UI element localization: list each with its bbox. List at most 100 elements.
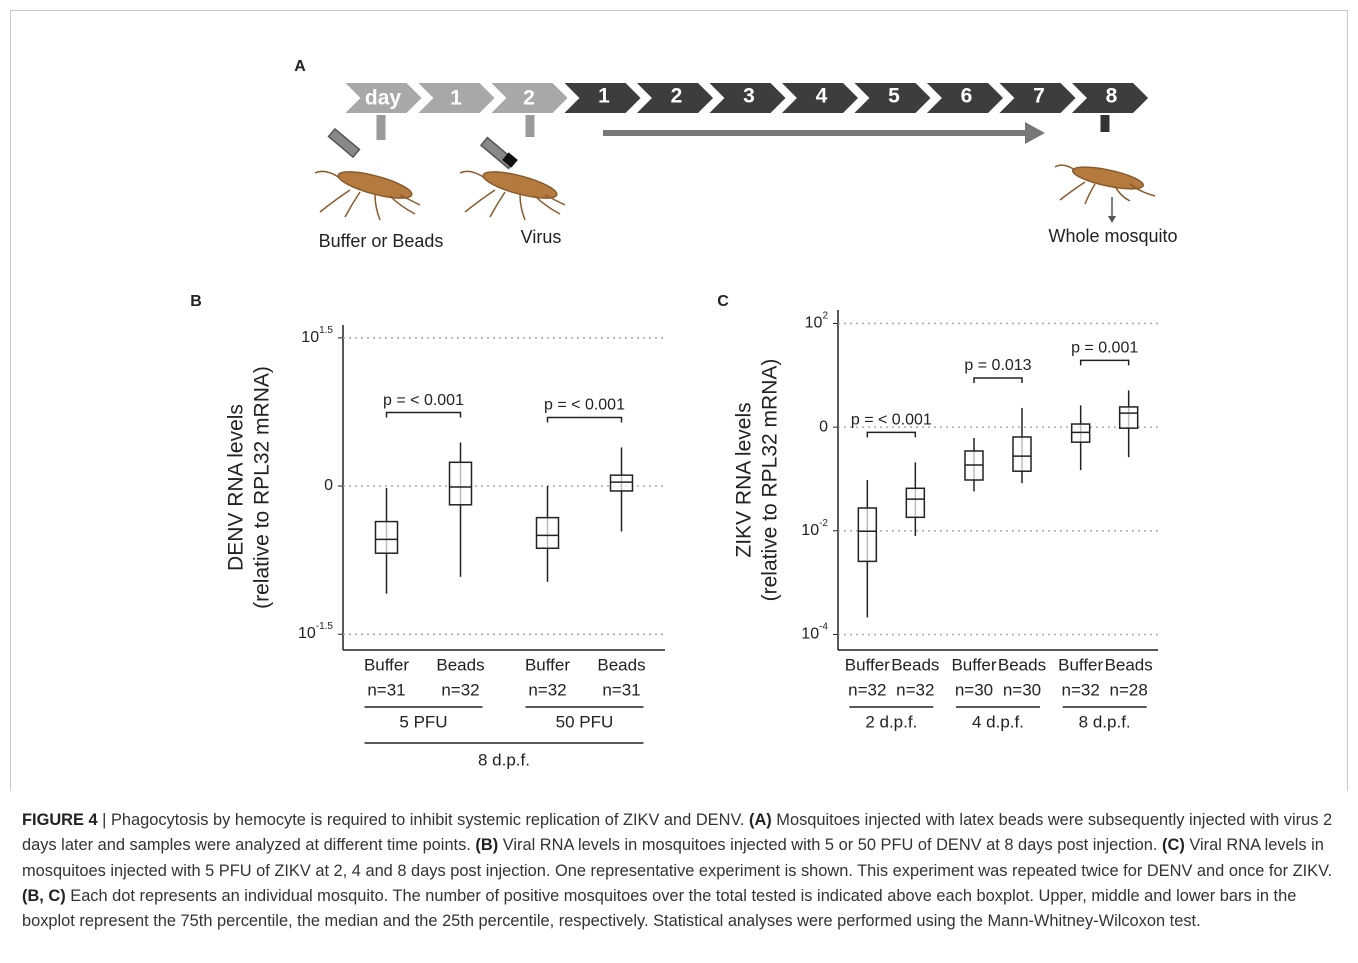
y-tick-base: 10: [801, 626, 819, 643]
timeline-step: [559, 81, 644, 115]
caption-text: Each dot represents an individual mosqui…: [22, 886, 1297, 931]
n-label: n=32: [848, 680, 886, 699]
y-axis-title: DENV RNA levels: [225, 404, 248, 571]
y-tick-exponent: 1.5: [319, 324, 333, 335]
p-value: p = < 0.001: [383, 392, 464, 409]
box: [1118, 406, 1139, 429]
supergroup-label: 8 d.p.f.: [478, 750, 530, 769]
annotation: Whole mosquito: [1048, 226, 1177, 246]
n-label: n=32: [528, 680, 566, 699]
timeline-label: 2: [671, 85, 683, 108]
box: [905, 487, 926, 519]
group-label: 4 d.p.f.: [972, 712, 1024, 731]
timeline-label: 4: [816, 85, 828, 108]
caption-text: Viral RNA levels in mosquitoes injected …: [498, 836, 1163, 855]
y-tick-exponent: -4: [819, 621, 828, 632]
x-tick-label: Beads: [597, 655, 645, 674]
n-label: n=32: [441, 680, 479, 699]
y-tick-exponent: -2: [819, 517, 828, 528]
x-tick-label: Beads: [891, 655, 939, 674]
y-tick-exponent: -1.5: [316, 621, 334, 632]
x-tick-label: Buffer: [525, 655, 570, 674]
box: [535, 516, 560, 550]
box: [1070, 423, 1091, 443]
timeline-step: [413, 81, 498, 115]
annotation: Buffer or Beads: [319, 231, 444, 251]
timeline-step: [632, 81, 716, 115]
n-label: n=30: [955, 680, 993, 699]
group-label: 8 d.p.f.: [1079, 712, 1131, 731]
annotation: Virus: [521, 227, 562, 247]
timeline-label: day: [365, 87, 402, 110]
y-axis-title: ZIKV RNA levels: [733, 402, 756, 557]
figure: A Buffer or Beads Virus Whole mosquito d…: [190, 58, 1177, 769]
x-tick-label: Buffer: [845, 655, 890, 674]
caption-text: FIGURE 4: [22, 811, 98, 829]
y-tick-label: 102: [805, 310, 829, 332]
y-axis-title: (relative to RPL32 mRNA): [759, 359, 782, 602]
y-tick-exponent: 2: [822, 310, 828, 321]
y-tick-label: 10-2: [801, 517, 828, 539]
timeline-step: [849, 81, 934, 115]
x-tick-label: Buffer: [1058, 655, 1103, 674]
x-tick-label: Beads: [998, 655, 1046, 674]
y-tick-label: 0: [324, 477, 333, 494]
timeline-step: [704, 81, 789, 115]
timeline-label: 5: [888, 85, 900, 108]
y-tick-base: 10: [298, 625, 316, 642]
box: [448, 461, 473, 506]
p-value: p = < 0.001: [851, 412, 932, 429]
box: [374, 520, 399, 554]
n-label: n=28: [1110, 680, 1148, 699]
timeline-label: 3: [743, 85, 755, 108]
y-tick-base: 10: [301, 329, 319, 346]
timeline-label: 2: [523, 87, 535, 110]
timeline-label: 6: [961, 85, 973, 108]
p-bracket: [866, 431, 917, 438]
caption-text: (C): [1162, 836, 1185, 855]
p-value: p = < 0.001: [544, 397, 625, 414]
caption-text: Viral RNA levels in mosquitoes injected …: [22, 836, 1333, 880]
caption-text: Mosquitoes injected with latex beads wer…: [22, 811, 1333, 855]
group-label: 5 PFU: [399, 712, 447, 731]
panel-label: A: [294, 58, 306, 75]
n-label: n=31: [367, 680, 405, 699]
timeline-label: 1: [598, 85, 610, 108]
figure-frame: [10, 10, 1348, 791]
box: [1012, 436, 1032, 472]
x-tick-label: Buffer: [364, 655, 409, 674]
box: [857, 507, 878, 563]
p-bracket: [546, 416, 623, 423]
n-label: n=30: [1003, 680, 1041, 699]
group-label: 2 d.p.f.: [865, 712, 917, 731]
n-label: n=31: [602, 680, 640, 699]
p-bracket: [385, 411, 462, 418]
timeline-step: [340, 81, 425, 115]
group-label: 50 PFU: [556, 712, 614, 731]
x-tick-label: Beads: [436, 655, 484, 674]
timeline-label: 1: [450, 87, 462, 110]
caption-text: (B): [475, 836, 499, 855]
caption-text: (A): [748, 811, 772, 829]
y-axis-title: (relative to RPL32 mRNA): [251, 366, 274, 609]
y-tick-base: 10: [801, 522, 819, 539]
caption-text: | Phagocytosis by hemocyte is required t…: [97, 811, 749, 829]
mosquito-2: [459, 136, 566, 221]
y-tick-label: 10-4: [801, 621, 828, 643]
panel-label: C: [717, 293, 729, 310]
y-tick-label: 0: [819, 418, 828, 435]
y-tick-base: 10: [805, 315, 823, 332]
timeline-step: [922, 81, 1006, 115]
x-tick-label: Buffer: [951, 655, 996, 674]
y-tick-label: 101.5: [301, 324, 333, 346]
n-label: n=32: [896, 680, 934, 699]
p-bracket: [1079, 359, 1130, 366]
box: [609, 474, 634, 492]
timeline-label: 7: [1033, 85, 1045, 108]
timeline-step: [994, 81, 1079, 115]
caption: FIGURE 4 | Phagocytosis by hemocyte is r…: [22, 808, 1340, 934]
y-tick-label: 10-1.5: [298, 621, 333, 643]
panel-label: B: [190, 293, 202, 310]
n-label: n=32: [1062, 680, 1100, 699]
